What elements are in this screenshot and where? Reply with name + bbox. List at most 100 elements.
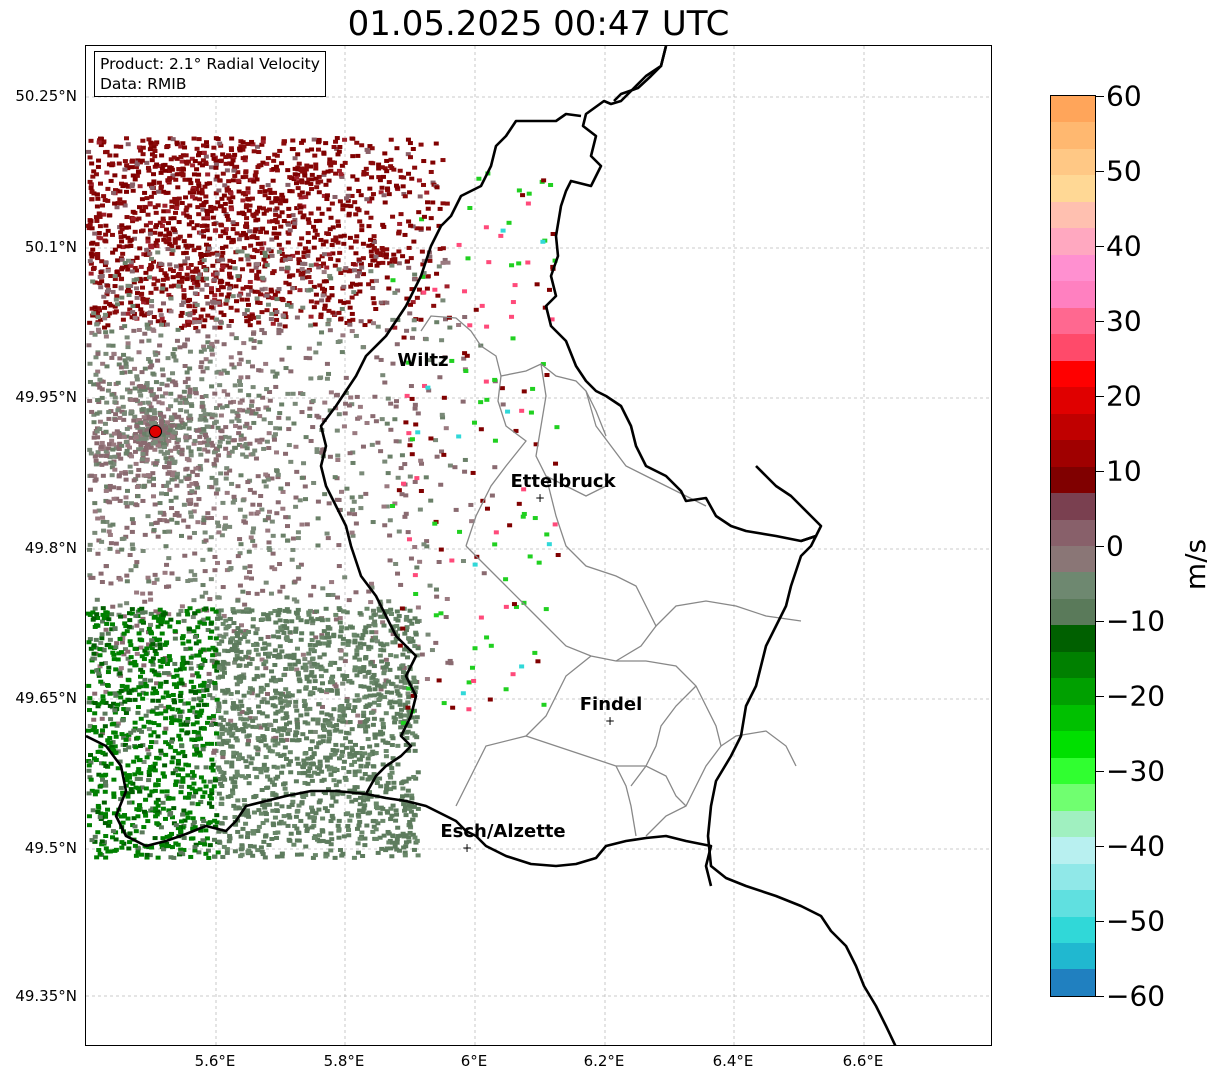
- radar-echo-pixel: [201, 520, 207, 525]
- radar-echo-pixel: [336, 149, 342, 154]
- radar-echo-pixel: [431, 303, 437, 308]
- radar-echo-pixel: [319, 286, 325, 291]
- radar-echo-pixel: [140, 452, 146, 457]
- radar-echo-pixel: [316, 265, 322, 270]
- radar-echo-pixel: [317, 838, 323, 843]
- radar-echo-pixel: [308, 263, 314, 268]
- radar-echo-pixel: [318, 179, 324, 184]
- radar-echo-pixel: [145, 236, 151, 241]
- radar-echo-pixel: [249, 268, 255, 273]
- radar-echo-pixel: [326, 501, 332, 506]
- radar-echo-pixel: [153, 225, 159, 230]
- radar-echo-pixel: [170, 226, 176, 231]
- radar-echo-pixel: [132, 315, 138, 320]
- radar-echo-pixel: [197, 427, 203, 432]
- radar-echo-pixel: [181, 666, 187, 671]
- radar-echo-pixel: [207, 693, 213, 698]
- radar-echo-pixel: [234, 634, 240, 639]
- radar-echo-pixel: [319, 769, 325, 774]
- radar-echo-pixel: [348, 395, 354, 400]
- radar-echo-pixel: [164, 584, 170, 589]
- radar-echo-pixel: [294, 175, 300, 180]
- radar-echo-pixel: [414, 226, 420, 231]
- radar-echo-pixel: [317, 218, 323, 223]
- radar-echo-pixel: [336, 835, 342, 840]
- radar-echo-pixel: [367, 810, 373, 815]
- radar-echo-pixel: [106, 381, 112, 386]
- radar-echo-pixel: [294, 717, 300, 722]
- radar-echo-pixel: [199, 276, 205, 281]
- radar-echo-pixel: [281, 141, 287, 146]
- radar-echo-pixel: [251, 490, 257, 495]
- radar-echo-pixel: [133, 663, 139, 668]
- radar-echo-pixel: [95, 830, 101, 835]
- radar-echo-pixel: [146, 137, 152, 142]
- radar-echo-pixel: [86, 708, 92, 713]
- radar-echo-pixel: [392, 290, 398, 295]
- radar-echo-pixel: [209, 791, 215, 796]
- radar-echo-pixel: [192, 825, 198, 830]
- radar-echo-pixel: [390, 736, 396, 741]
- radar-echo-pixel: [437, 246, 443, 251]
- radar-echo-pixel: [350, 262, 356, 267]
- radar-echo-pixel: [384, 661, 390, 666]
- radar-echo-pixel: [207, 794, 213, 799]
- radar-echo-pixel: [103, 260, 109, 265]
- radar-echo-pixel: [184, 277, 190, 282]
- radar-echo-pixel: [86, 683, 92, 688]
- radar-echo-pixel: [324, 197, 330, 202]
- radar-echo-pixel: [269, 780, 275, 785]
- radar-echo-pixel: [269, 253, 275, 258]
- radar-echo-pixel: [158, 449, 164, 454]
- radar-echo-pixel: [171, 470, 177, 475]
- radar-echo-pixel: [133, 461, 139, 466]
- radar-echo-pixel: [308, 376, 314, 381]
- radar-echo-pixel: [146, 357, 152, 362]
- radar-echo-pixel: [343, 652, 349, 657]
- radar-echo-pixel: [321, 629, 327, 634]
- radar-echo-pixel: [121, 417, 127, 422]
- radar-echo-pixel: [492, 465, 498, 470]
- radar-echo-pixel: [331, 769, 337, 774]
- radar-echo-pixel: [119, 845, 125, 850]
- radar-echo-pixel: [251, 149, 257, 154]
- radar-echo-pixel: [106, 446, 112, 451]
- radar-echo-pixel: [198, 231, 204, 236]
- radar-echo-pixel: [387, 533, 393, 538]
- radar-echo-pixel: [406, 835, 412, 840]
- radar-echo-pixel: [125, 142, 131, 147]
- radar-echo-pixel: [325, 688, 331, 693]
- radar-echo-pixel: [121, 234, 127, 239]
- radar-echo-pixel: [305, 239, 311, 244]
- radar-echo-pixel: [242, 443, 248, 448]
- radar-echo-pixel: [130, 209, 136, 214]
- radar-echo-pixel: [200, 207, 206, 212]
- radar-echo-pixel: [128, 260, 134, 265]
- radar-echo-pixel: [378, 784, 384, 789]
- radar-echo-pixel: [185, 376, 191, 381]
- radar-echo-pixel: [427, 358, 433, 363]
- radar-echo-pixel: [135, 494, 141, 499]
- radar-echo-pixel: [214, 174, 220, 179]
- radar-echo-pixel: [237, 629, 243, 634]
- radar-echo-pixel: [170, 435, 176, 440]
- radar-echo-pixel: [238, 834, 244, 839]
- radar-echo-pixel: [262, 189, 268, 194]
- radar-echo-pixel: [191, 136, 197, 141]
- radar-echo-pixel: [327, 723, 333, 728]
- radar-echo-pixel: [159, 289, 165, 294]
- radar-echo-pixel: [103, 783, 109, 788]
- radar-echo-pixel: [277, 201, 283, 206]
- radar-echo-pixel: [218, 371, 224, 376]
- radar-echo-pixel: [120, 251, 126, 256]
- radar-echoes: [86, 136, 561, 860]
- radar-echo-pixel: [212, 824, 218, 829]
- radar-echo-pixel: [330, 724, 336, 729]
- radar-echo-pixel: [195, 275, 201, 280]
- radar-echo-pixel: [396, 529, 402, 534]
- radar-echo-pixel: [129, 269, 135, 274]
- radar-echo-pixel: [330, 748, 336, 753]
- radar-echo-pixel: [440, 298, 446, 303]
- radar-echo-pixel: [263, 755, 269, 760]
- radar-echo-pixel: [112, 276, 118, 281]
